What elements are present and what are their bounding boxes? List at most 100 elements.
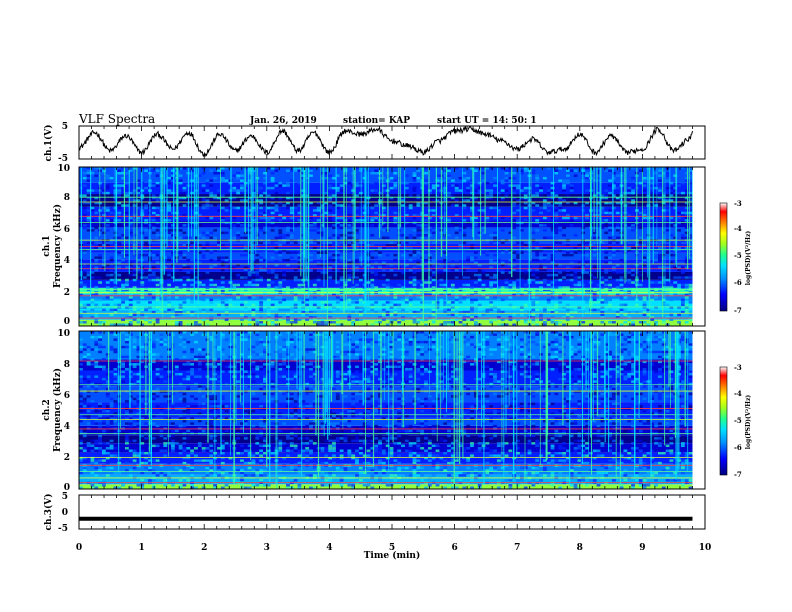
spectrogram-cell: [178, 321, 183, 324]
spectrogram-cell: [393, 184, 398, 187]
spectrogram-cell: [504, 176, 509, 180]
spectrogram-cell: [236, 231, 241, 235]
spectrogram-cell: [401, 318, 405, 322]
spectrogram-cell: [443, 263, 448, 267]
spectrogram-cell: [167, 204, 172, 207]
spectrogram-cell: [473, 256, 478, 259]
spectrogram-cell: [79, 439, 83, 443]
spectrogram-cell: [209, 461, 214, 465]
spectrogram-cell: [232, 196, 237, 200]
spectrogram-cell: [431, 286, 436, 289]
spectrogram-cell: [79, 434, 83, 438]
spectrogram-cell: [535, 268, 540, 272]
spectrogram-cell: [224, 306, 229, 309]
spectrogram-cell: [102, 484, 106, 487]
spectrogram-cell: [201, 459, 206, 462]
spectrogram-cell: [205, 199, 210, 202]
spectrogram-cell: [220, 281, 225, 284]
spectrogram-cell: [274, 288, 279, 292]
spectrogram-cell: [286, 184, 290, 187]
spectrogram-cell: [117, 380, 122, 383]
spectrogram-cell: [385, 323, 390, 326]
spectrogram-cell: [86, 261, 91, 264]
spectrogram-cell: [454, 318, 459, 322]
spectrogram-cell: [477, 273, 482, 277]
spectrogram-cell: [90, 422, 95, 425]
spectrogram-cell: [347, 298, 352, 302]
spectrogram-cell: [493, 306, 497, 309]
spectrogram-cell: [90, 400, 95, 403]
spectrogram-cell: [535, 281, 540, 284]
spectrogram-cell: [125, 422, 129, 425]
spectrogram-cell: [661, 318, 666, 322]
spectrogram-cell: [592, 266, 597, 269]
spectrogram-cell: [355, 268, 359, 272]
spectrogram-cell: [251, 410, 256, 413]
spectrogram-cell: [447, 276, 451, 279]
spectrogram-cell: [646, 241, 651, 245]
spectrogram-cell: [102, 303, 106, 307]
spectrogram-cell: [151, 273, 156, 277]
spectrogram-cell: [539, 186, 543, 190]
spectrogram-cell: [121, 380, 126, 383]
spectrogram-cell: [347, 224, 352, 227]
spectrogram-cell: [684, 189, 689, 192]
spectrogram-cell: [608, 293, 612, 297]
spectrogram-cell: [82, 224, 87, 227]
spectrogram-cell: [251, 437, 256, 440]
spectrogram-cell: [151, 276, 156, 279]
spectrogram-cell: [190, 348, 195, 351]
spectrogram-cell: [132, 273, 137, 277]
spectrogram-cell: [550, 256, 555, 259]
spectrogram-cell: [190, 261, 195, 264]
spectrogram-cell: [473, 181, 478, 185]
spectrogram-cell: [347, 258, 352, 262]
spectrogram-cell: [627, 271, 632, 274]
spectrogram-cell: [542, 303, 547, 307]
spectrogram-cell: [301, 283, 306, 287]
spectrogram-cell: [151, 358, 156, 361]
spectrogram-cell: [546, 308, 551, 312]
spectrogram-cell: [286, 318, 290, 322]
spectrogram-cell: [155, 298, 160, 302]
spectrogram-cell: [98, 338, 102, 341]
spectrogram-cell: [289, 179, 294, 182]
spectrogram-cell: [577, 206, 582, 210]
spectrogram-cell: [113, 447, 118, 450]
spectrogram-cell: [132, 191, 137, 195]
spectrogram-cell: [339, 204, 344, 207]
spectrogram-cell: [550, 286, 555, 289]
spectrogram-cell: [94, 286, 99, 289]
spectrogram-cell: [447, 234, 451, 237]
spectrogram-cell: [94, 410, 99, 413]
spectrogram-cell: [661, 201, 666, 205]
date-label: Jan. 26, 2019: [249, 116, 317, 126]
spectrogram-cell: [546, 189, 551, 192]
spectrogram-cell: [263, 323, 267, 326]
spectrogram-cell: [435, 251, 440, 254]
spectrogram-cell: [558, 276, 563, 279]
spectrogram-cell: [82, 261, 87, 264]
spectrogram-cell: [82, 419, 87, 423]
spectrogram-cell: [190, 474, 195, 477]
spectrogram-cell: [420, 298, 425, 302]
spectrogram-cell: [209, 333, 214, 336]
spectrogram-cell: [535, 271, 540, 274]
spectrogram-cell: [125, 204, 129, 207]
spectrogram-cell: [374, 281, 379, 284]
spectrogram-cell: [140, 434, 145, 438]
spectrogram-cell: [132, 365, 137, 369]
spectrogram-cell: [282, 308, 287, 312]
spectrogram-cell: [243, 288, 248, 292]
spectrogram-cell: [263, 263, 267, 267]
spectrogram-cell: [217, 380, 221, 383]
spectrogram-cell: [117, 377, 122, 381]
spectrogram-cell: [462, 184, 467, 187]
spectrogram-cell: [105, 451, 110, 455]
spectrogram-cell: [355, 219, 359, 222]
start-ut-label: start UT = 14: 50: 1: [437, 116, 537, 126]
spectrogram-cell: [94, 258, 99, 262]
spectrogram-cell: [132, 414, 137, 418]
spectrogram-cell: [251, 271, 256, 274]
